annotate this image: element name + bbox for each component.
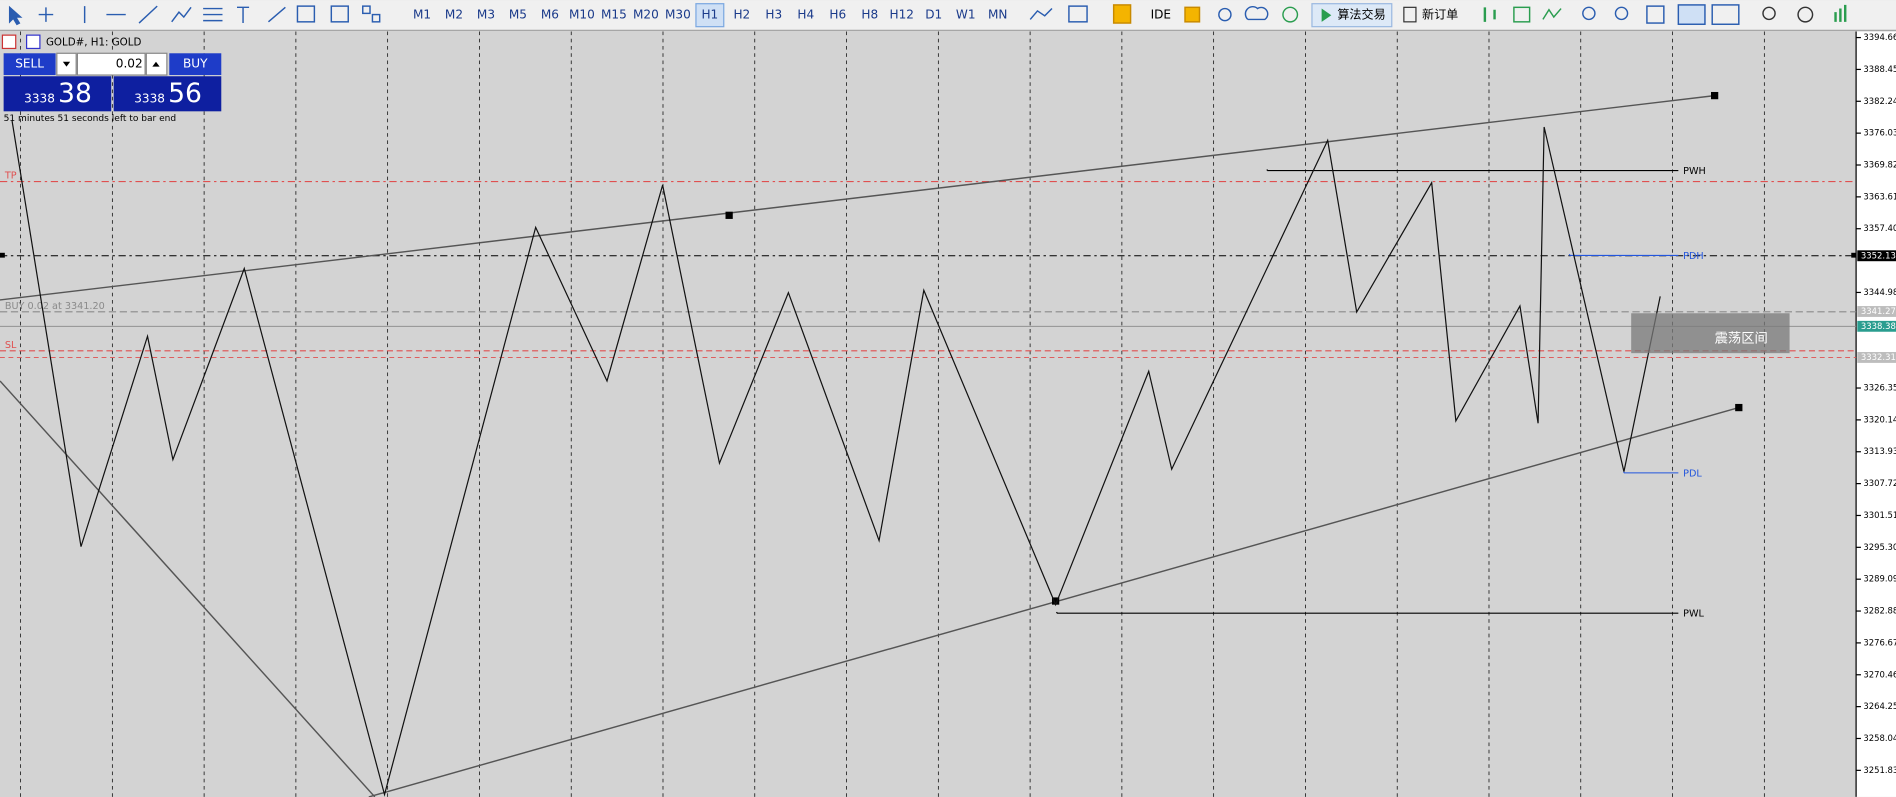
toolbar [0,0,1896,31]
price-tick-label: 3264.25 [1863,701,1896,711]
buy-price-big: 56 [168,78,202,109]
price-tick-label: 3320.14 [1863,414,1896,424]
price-tick-label: 3388.45 [1863,64,1896,74]
zigzag [11,120,1661,797]
price-tick-label: 3369.82 [1863,160,1896,170]
chart-icon [1,34,17,50]
trade-panel: SELL 0.02 BUY 3338 38 3338 56 [3,52,222,112]
price-marker-label: 3332.31 [1861,352,1896,362]
price-marker-label: 3341.27 [1861,306,1896,316]
timeframe-button[interactable]: H8 [861,8,878,22]
sell-price-box[interactable] [3,76,112,112]
level-label: PDH [1683,251,1704,262]
price-tick-label: 3289.09 [1863,574,1896,584]
toolbar-tools[interactable] [8,4,1847,26]
timeframe-button[interactable]: M5 [509,8,527,22]
algo-trading-box[interactable] [1311,3,1393,28]
price-tick-label: 3307.72 [1863,478,1896,488]
price-marker [1857,306,1896,317]
price-axis-area [1856,31,1896,797]
price-tick-label: 3376.03 [1863,128,1896,138]
timeframe-button[interactable]: W1 [956,8,976,22]
timeframe-button[interactable]: M15 [601,8,627,22]
price-tick-label: 3313.93 [1863,446,1896,456]
bar-countdown: 51 minutes 51 seconds left to bar end [4,114,177,124]
new-order-button[interactable]: 新订单 [1422,7,1458,22]
active-timeframe-highlight [695,3,725,28]
level-label: BUY 0.02 at 3341.20 [5,301,105,312]
price-tick-label: 3295.30 [1863,542,1896,552]
timeframe-button[interactable]: H2 [733,8,750,22]
lot-field[interactable] [76,52,146,76]
level-label: PWL [1683,609,1704,620]
timeframe-button[interactable]: H1 [701,8,718,22]
sell-price-big: 38 [58,78,92,109]
timeframe-button[interactable]: M30 [665,8,691,22]
price-marker [1857,320,1896,332]
timeframe-button[interactable]: M10 [569,8,595,22]
zone-label: 震荡区间 [1715,331,1768,347]
timeframe-button[interactable]: M20 [633,8,659,22]
price-tick-label: 3394.66 [1863,32,1896,42]
timeframe-button[interactable]: M3 [477,8,495,22]
level-label: PWH [1683,166,1706,177]
timeframe-button[interactable]: M2 [445,8,463,22]
price-marker [1857,250,1896,262]
sell-price-main: 3338 [24,92,55,106]
buy-price-box[interactable] [113,76,222,112]
timeframe-button[interactable]: H12 [890,8,914,22]
timeframe-button[interactable]: H3 [765,8,782,22]
buy-price-main: 3338 [134,92,165,106]
price-tick-label: 3301.51 [1863,510,1896,520]
level-label: TP [4,170,17,181]
price-tick-label: 3258.04 [1863,733,1896,743]
price-tick-label: 3282.88 [1863,606,1896,616]
chart-area [0,31,1857,797]
lot-value[interactable]: 0.02 [116,57,143,71]
handles [0,91,1857,605]
price-tick-label: 3276.67 [1863,637,1896,647]
algo-trading-button[interactable]: 算法交易 [1337,7,1385,22]
timeframe-button[interactable]: M6 [541,8,559,22]
price-marker-label: 3338.38 [1861,321,1896,331]
buy-label[interactable]: BUY [183,57,208,71]
buy-button[interactable] [169,53,222,76]
chart-title: GOLD#, H1: GOLD [46,36,142,48]
range-zone [1631,313,1790,354]
level-label: SL [5,340,17,351]
chart-icon [25,34,41,50]
timeframe-button[interactable]: MN [988,8,1007,22]
sell-button[interactable] [3,53,56,76]
price-tick-label: 3357.40 [1863,223,1896,233]
price-tick-label: 3251.83 [1863,765,1896,775]
timeframe-button[interactable]: H4 [797,8,814,22]
timeframe-button[interactable]: M1 [413,8,431,22]
sell-label[interactable]: SELL [15,57,44,71]
price-tick-label: 3382.24 [1863,96,1896,106]
timeframe-button[interactable]: D1 [925,8,942,22]
timeframe-button[interactable]: H6 [829,8,846,22]
price-tick-label: 3363.61 [1863,191,1896,201]
price-tick-label: 3270.46 [1863,669,1896,679]
price-tick-label: 3326.35 [1863,383,1896,393]
new-order-icon [1403,6,1417,23]
arrow-down [62,61,71,67]
price-marker-label: 3352.13 [1861,250,1896,260]
ide-button[interactable]: IDE [1151,8,1172,22]
price-marker [1857,352,1896,363]
price-tick-label: 3344.98 [1863,287,1896,297]
arrow-up [152,61,160,67]
play-icon [1321,8,1332,22]
level-label: PDL [1683,468,1702,479]
